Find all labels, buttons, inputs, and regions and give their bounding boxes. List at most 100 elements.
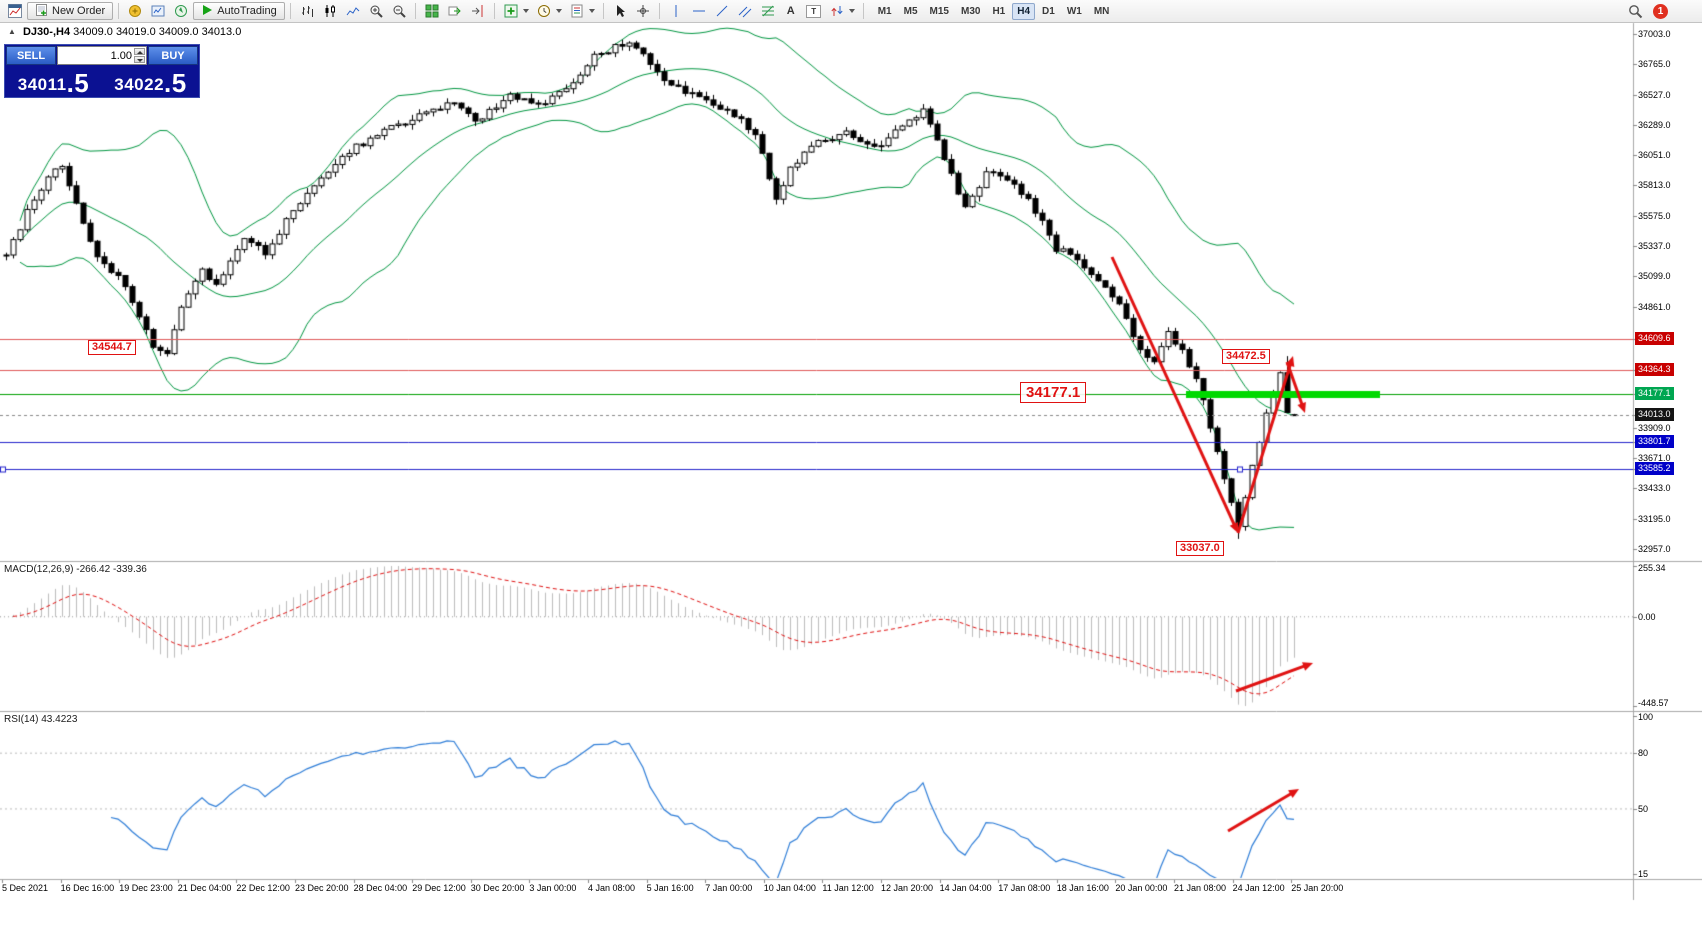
annotation-price-label[interactable]: 33037.0 <box>1176 541 1224 556</box>
line-chart-icon[interactable] <box>342 2 364 21</box>
toolbar-separator <box>602 3 604 19</box>
time-axis-label: 21 Jan 08:00 <box>1174 883 1227 893</box>
candlestick-chart-icon[interactable] <box>319 2 341 21</box>
search-icon[interactable] <box>1624 2 1646 21</box>
time-axis-label: 21 Dec 04:00 <box>177 883 232 893</box>
volume-increase-button[interactable] <box>134 48 145 55</box>
time-axis-label: 5 Dec 2021 <box>2 883 49 893</box>
time-axis-label: 14 Jan 04:00 <box>939 883 992 893</box>
annotation-price-label[interactable]: 34177.1 <box>1020 382 1087 403</box>
price-axis-badge: 34609.6 <box>1635 331 1674 345</box>
one-click-collapse-icon[interactable]: ▲ <box>8 27 16 36</box>
buy-price: 34022.5 <box>102 66 199 97</box>
horizontal-line-icon[interactable] <box>688 2 710 21</box>
time-axis-label: 29 Dec 12:00 <box>412 883 466 893</box>
macd-axis-label: 255.34 <box>1638 563 1666 573</box>
price-axis-badge: 33585.2 <box>1635 462 1674 476</box>
rsi-axis-label: 50 <box>1638 803 1649 814</box>
dropdown-caret[interactable] <box>848 9 855 13</box>
rsi-axis-label: 100 <box>1638 712 1654 722</box>
price-axis-label: 33671.0 <box>1638 453 1671 464</box>
timeframe-button-mn[interactable]: MN <box>1093 5 1110 17</box>
time-axis-label: 5 Jan 16:00 <box>646 883 694 893</box>
autotrading-button[interactable]: AutoTrading <box>193 2 285 20</box>
price-axis-label: 37003.0 <box>1638 29 1671 39</box>
time-axis-label: 18 Jan 16:00 <box>1056 883 1109 893</box>
market-watch-icon[interactable] <box>147 2 169 21</box>
timeframe-button-m5[interactable]: M5 <box>903 5 918 17</box>
label-tool-glyph: T <box>806 4 822 18</box>
annotation-price-label[interactable]: 34544.7 <box>88 340 136 355</box>
text-icon[interactable]: A <box>780 2 802 21</box>
price-axis-badge: 34013.0 <box>1635 407 1674 421</box>
navigator-icon[interactable] <box>170 2 192 21</box>
indicators-icon[interactable] <box>500 2 522 21</box>
timeframe-button-h1[interactable]: H1 <box>992 5 1006 17</box>
price-axis-label: 36765.0 <box>1638 59 1671 70</box>
price-axis-label: 32957.0 <box>1638 544 1671 555</box>
notification-badge[interactable]: 1 <box>1653 3 1668 19</box>
sell-price-main: 34011 <box>17 75 67 94</box>
price-axis-label: 35813.0 <box>1638 180 1671 191</box>
new-order-label: New Order <box>52 5 106 17</box>
crosshair-icon[interactable] <box>632 2 654 21</box>
sell-price-fraction: .5 <box>66 68 90 98</box>
chart-ohlc: 34009.0 34019.0 34009.0 34013.0 <box>73 26 242 38</box>
dropdown-caret[interactable] <box>522 9 529 13</box>
autotrading-play-icon <box>201 4 213 19</box>
volume-decrease-button[interactable] <box>134 56 145 63</box>
auto-scroll-icon[interactable] <box>444 2 466 21</box>
macd-axis-label: -448.57 <box>1638 698 1669 708</box>
annotation-price-label[interactable]: 34472.5 <box>1222 349 1270 364</box>
toolbar-separator <box>289 3 291 19</box>
dropdown-caret[interactable] <box>555 9 562 13</box>
chart-shift-icon[interactable] <box>467 2 489 21</box>
price-axis-label: 35575.0 <box>1638 210 1671 221</box>
templates-icon[interactable] <box>566 2 588 21</box>
time-axis-label: 10 Jan 04:00 <box>763 883 816 893</box>
timeframe-button-w1[interactable]: W1 <box>1066 5 1082 17</box>
sell-button[interactable]: SELL <box>6 46 56 65</box>
zoom-in-icon[interactable] <box>365 2 387 21</box>
time-axis-label: 20 Jan 00:00 <box>1115 883 1168 893</box>
channel-icon[interactable] <box>734 2 756 21</box>
periods-icon[interactable] <box>533 2 555 21</box>
toolbar-separator <box>862 3 864 19</box>
buy-price-main: 34022 <box>114 75 165 94</box>
timeframe-group: M1 M5 M15 M30 H1 H4 D1 W1 MN <box>873 2 1115 20</box>
buy-button[interactable]: BUY <box>148 46 198 65</box>
dropdown-caret[interactable] <box>588 9 595 13</box>
arrow-tools-icon[interactable] <box>826 2 848 21</box>
timeframe-button-m1[interactable]: M1 <box>877 5 892 17</box>
text-tool-glyph: A <box>786 5 795 17</box>
price-axis-label: 34861.0 <box>1638 301 1671 312</box>
chart-window-icon[interactable] <box>4 2 26 21</box>
zoom-out-icon[interactable] <box>388 2 410 21</box>
new-order-icon <box>35 3 48 20</box>
bar-chart-icon[interactable] <box>296 2 318 21</box>
metaeditor-icon[interactable] <box>124 2 146 21</box>
vertical-line-icon[interactable] <box>665 2 687 21</box>
new-order-button[interactable]: New Order <box>27 2 114 20</box>
price-axis-badge: 34177.1 <box>1635 386 1674 400</box>
time-axis-label: 23 Dec 20:00 <box>295 883 349 893</box>
time-axis-label: 22 Dec 12:00 <box>236 883 290 893</box>
tile-windows-icon[interactable] <box>421 2 443 21</box>
timeframe-button-h4[interactable]: H4 <box>1012 2 1036 20</box>
fibonacci-icon[interactable] <box>757 2 779 21</box>
cursor-icon[interactable] <box>609 2 631 21</box>
timeframe-button-m30[interactable]: M30 <box>960 5 981 17</box>
time-axis-label: 11 Jan 12:00 <box>822 883 874 893</box>
timeframe-button-d1[interactable]: D1 <box>1042 5 1055 17</box>
time-axis-label: 7 Jan 00:00 <box>705 883 753 893</box>
text-label-icon[interactable]: T <box>803 2 825 21</box>
trendline-icon[interactable] <box>711 2 733 21</box>
volume-input[interactable]: 1.00 <box>57 46 147 65</box>
price-axis-badge: 33801.7 <box>1635 434 1674 448</box>
volume-value: 1.00 <box>110 49 132 62</box>
timeframe-button-m15[interactable]: M15 <box>929 5 949 17</box>
toolbar-separator <box>414 3 416 19</box>
time-axis-label: 30 Dec 20:00 <box>470 883 525 893</box>
sell-price: 34011.5 <box>5 66 102 97</box>
